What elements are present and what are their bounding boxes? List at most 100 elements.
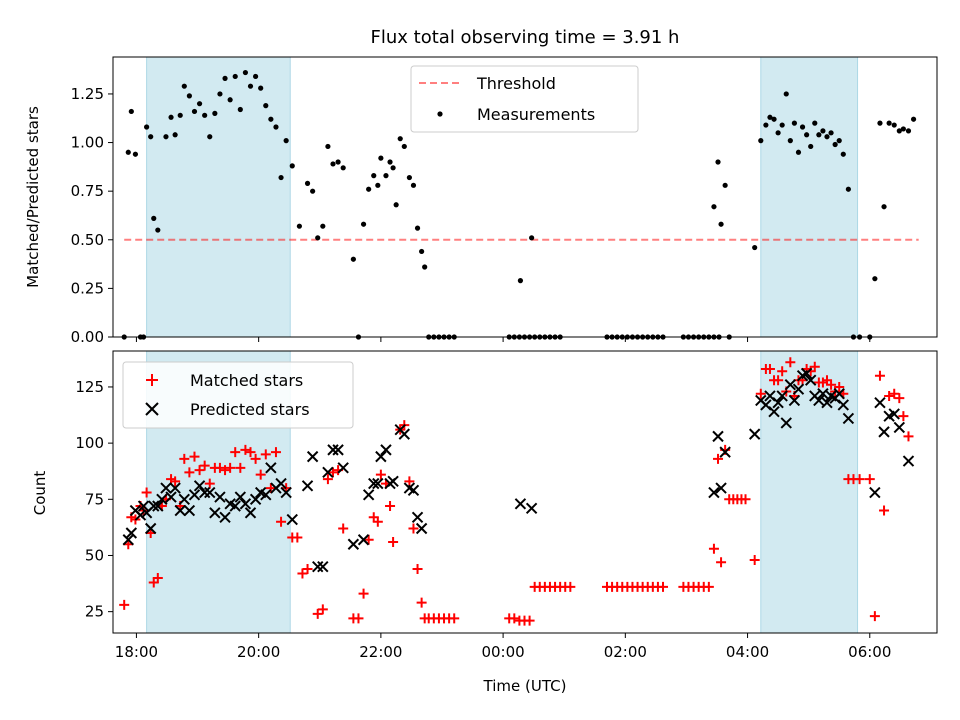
data-point bbox=[905, 128, 912, 134]
legend-box bbox=[410, 65, 639, 133]
data-point bbox=[296, 223, 302, 229]
matched-point bbox=[292, 532, 303, 543]
matched-point bbox=[250, 453, 261, 464]
data-point bbox=[715, 159, 721, 165]
data-point bbox=[881, 204, 887, 210]
matched-point bbox=[755, 388, 766, 399]
data-point bbox=[529, 235, 535, 241]
data-point bbox=[258, 85, 264, 91]
data-point bbox=[177, 112, 183, 118]
predicted-point bbox=[204, 486, 216, 499]
matched-point bbox=[265, 483, 276, 494]
predicted-point bbox=[893, 421, 906, 434]
matched-point bbox=[388, 536, 399, 547]
predicted-point bbox=[198, 486, 211, 499]
data-point bbox=[752, 244, 758, 251]
predicted-point bbox=[368, 477, 380, 490]
data-point bbox=[775, 130, 781, 136]
y-tick-label: 0.75 bbox=[71, 182, 104, 200]
data-point bbox=[387, 159, 393, 165]
predicted-point bbox=[708, 486, 720, 499]
legend-box bbox=[122, 361, 354, 429]
data-point bbox=[247, 83, 254, 89]
predicted-point bbox=[842, 412, 855, 425]
predicted-point bbox=[788, 394, 801, 407]
matched-point bbox=[412, 563, 423, 574]
predicted-point bbox=[144, 522, 157, 535]
matched-point bbox=[322, 474, 333, 485]
data-point bbox=[397, 136, 403, 142]
predicted-point bbox=[768, 405, 780, 418]
matched-point bbox=[385, 501, 396, 512]
matched-point bbox=[141, 487, 152, 498]
predicted-point bbox=[125, 527, 138, 539]
data-point bbox=[325, 143, 331, 150]
matched-point bbox=[854, 474, 865, 485]
data-point bbox=[163, 134, 169, 140]
matched-point bbox=[894, 393, 905, 404]
predicted-point bbox=[888, 408, 900, 420]
data-point bbox=[896, 128, 902, 134]
data-point bbox=[310, 188, 316, 194]
predicted-point bbox=[178, 493, 191, 506]
y-tick-label: 75 bbox=[85, 490, 104, 508]
shaded-region bbox=[760, 56, 859, 338]
matched-point bbox=[235, 462, 246, 473]
matched-point bbox=[565, 581, 576, 592]
y-tick-label: 0.25 bbox=[71, 279, 104, 297]
data-point bbox=[406, 174, 412, 181]
matched-point bbox=[184, 467, 195, 478]
matched-point bbox=[785, 357, 796, 368]
matched-point bbox=[903, 431, 914, 442]
predicted-point bbox=[776, 390, 788, 402]
matched-point bbox=[375, 469, 386, 480]
legend-predicted-label: Predicted stars bbox=[190, 400, 310, 419]
data-point bbox=[242, 69, 249, 76]
matched-point bbox=[874, 370, 885, 381]
x-ticks: 18:00 20:00 22:00 00:00 02:00 04:00 06:00 bbox=[115, 633, 891, 661]
legend-matched-label: Matched stars bbox=[190, 371, 303, 390]
y-axis-label: Matched/Predicted stars bbox=[24, 106, 42, 288]
predicted-point bbox=[122, 534, 134, 546]
predicted-point bbox=[804, 374, 817, 386]
predicted-point bbox=[719, 446, 731, 458]
predicted-point bbox=[312, 561, 324, 573]
predicted-point bbox=[239, 498, 252, 510]
data-point bbox=[196, 101, 203, 107]
data-point bbox=[191, 108, 198, 115]
predicted-point bbox=[137, 500, 150, 512]
predicted-points bbox=[122, 367, 915, 573]
data-point bbox=[350, 256, 356, 262]
x-tick-label: 00:00 bbox=[481, 643, 524, 661]
matched-point bbox=[276, 516, 287, 527]
predicted-point bbox=[156, 493, 168, 506]
predicted-point bbox=[152, 500, 164, 512]
predicted-point bbox=[878, 426, 890, 438]
predicted-point bbox=[375, 450, 387, 463]
data-point bbox=[278, 174, 284, 181]
legend: Threshold Measurements bbox=[410, 65, 639, 133]
predicted-point bbox=[407, 484, 420, 497]
predicted-point bbox=[160, 482, 172, 494]
axes-frame bbox=[112, 56, 938, 338]
matched-points bbox=[119, 357, 914, 626]
data-point bbox=[375, 182, 381, 188]
matched-point bbox=[713, 453, 724, 464]
data-point bbox=[360, 221, 367, 227]
data-point bbox=[401, 143, 407, 150]
matched-point bbox=[194, 465, 205, 476]
predicted-point bbox=[387, 475, 399, 488]
predicted-point bbox=[800, 367, 813, 380]
predicted-point bbox=[415, 522, 428, 535]
data-point bbox=[289, 163, 295, 169]
y-ticks: 0.00 0.25 0.50 0.75 1.00 1.25 bbox=[71, 85, 113, 346]
data-point bbox=[186, 93, 192, 99]
data-point bbox=[202, 112, 208, 118]
data-point bbox=[816, 132, 822, 138]
matched-point bbox=[189, 451, 200, 462]
matched-point bbox=[809, 361, 820, 372]
matched-point bbox=[658, 581, 669, 592]
legend-measurements-swatch bbox=[437, 111, 443, 117]
data-point bbox=[820, 128, 826, 134]
